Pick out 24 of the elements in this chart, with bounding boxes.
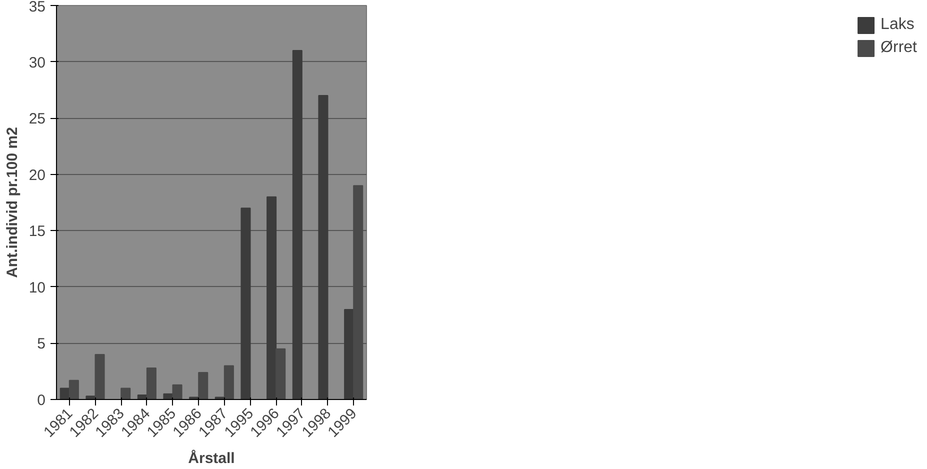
y-tick-label: 15 bbox=[28, 223, 46, 240]
bar bbox=[318, 95, 328, 400]
bar bbox=[94, 354, 105, 400]
bar bbox=[292, 50, 302, 400]
y-axis-title: Ant.individ pr.100 m2 bbox=[4, 127, 21, 278]
y-tick-label: 20 bbox=[28, 166, 46, 184]
y-tick-label: 35 bbox=[28, 0, 46, 16]
bar bbox=[198, 372, 208, 400]
y-tick-label: 5 bbox=[37, 336, 46, 353]
bar bbox=[240, 208, 251, 400]
bar bbox=[224, 365, 234, 400]
y-tick-label: 25 bbox=[28, 110, 46, 128]
bar bbox=[146, 367, 156, 400]
bar bbox=[266, 196, 277, 400]
legend-label: Laks bbox=[880, 16, 914, 34]
y-tick-label: 10 bbox=[28, 279, 46, 296]
bar bbox=[172, 384, 182, 400]
bar bbox=[276, 348, 286, 400]
x-axis-title: Årstall bbox=[188, 448, 235, 467]
y-tick-label: 0 bbox=[37, 392, 46, 409]
legend-label: Ørret bbox=[880, 39, 917, 57]
y-tick-label: 30 bbox=[28, 54, 46, 72]
bar bbox=[120, 388, 131, 400]
bar bbox=[68, 380, 79, 400]
